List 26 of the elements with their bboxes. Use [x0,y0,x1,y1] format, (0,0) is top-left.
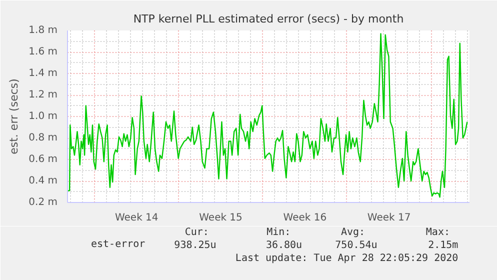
y-tick-label: 0.8 m [28,132,58,144]
y-tick-label: 0.6 m [28,154,58,165]
text: Last update: Tue Apr 28 22:05:29 2020 [235,253,458,264]
y-tick-label: 1.8 m [28,25,58,36]
text: 2.15m [428,240,458,251]
y-tick-label: 0.2 m [28,197,58,208]
y-tick-label: 1.6 m [28,46,58,58]
line-series [68,33,468,198]
text: 36.80u [266,240,302,251]
text: est-error [91,239,146,250]
x-tick-label: Week 15 [199,212,242,224]
text: Min: [266,227,291,238]
y-tick-label: 1.2 m [28,90,58,100]
y-axis-title: est. err (secs) [8,78,21,154]
x-tick-label: Week 16 [283,212,327,224]
chart-title: NTP kernel PLL estimated error (secs) - by month [133,12,404,26]
text: Cur: [184,227,209,238]
text: Avg: [340,227,366,238]
x-tick-label: Week 14 [114,212,158,224]
y-tick-label: 1.4 m [28,68,58,79]
y-tick-label: 1.0 m [28,111,58,122]
text: Max: [426,227,450,238]
x-tick-label: Week 17 [367,212,411,224]
text: 938.25u [174,240,216,251]
text: 750.54u [335,240,378,251]
y-tick-label: 0.4 m [28,176,58,186]
